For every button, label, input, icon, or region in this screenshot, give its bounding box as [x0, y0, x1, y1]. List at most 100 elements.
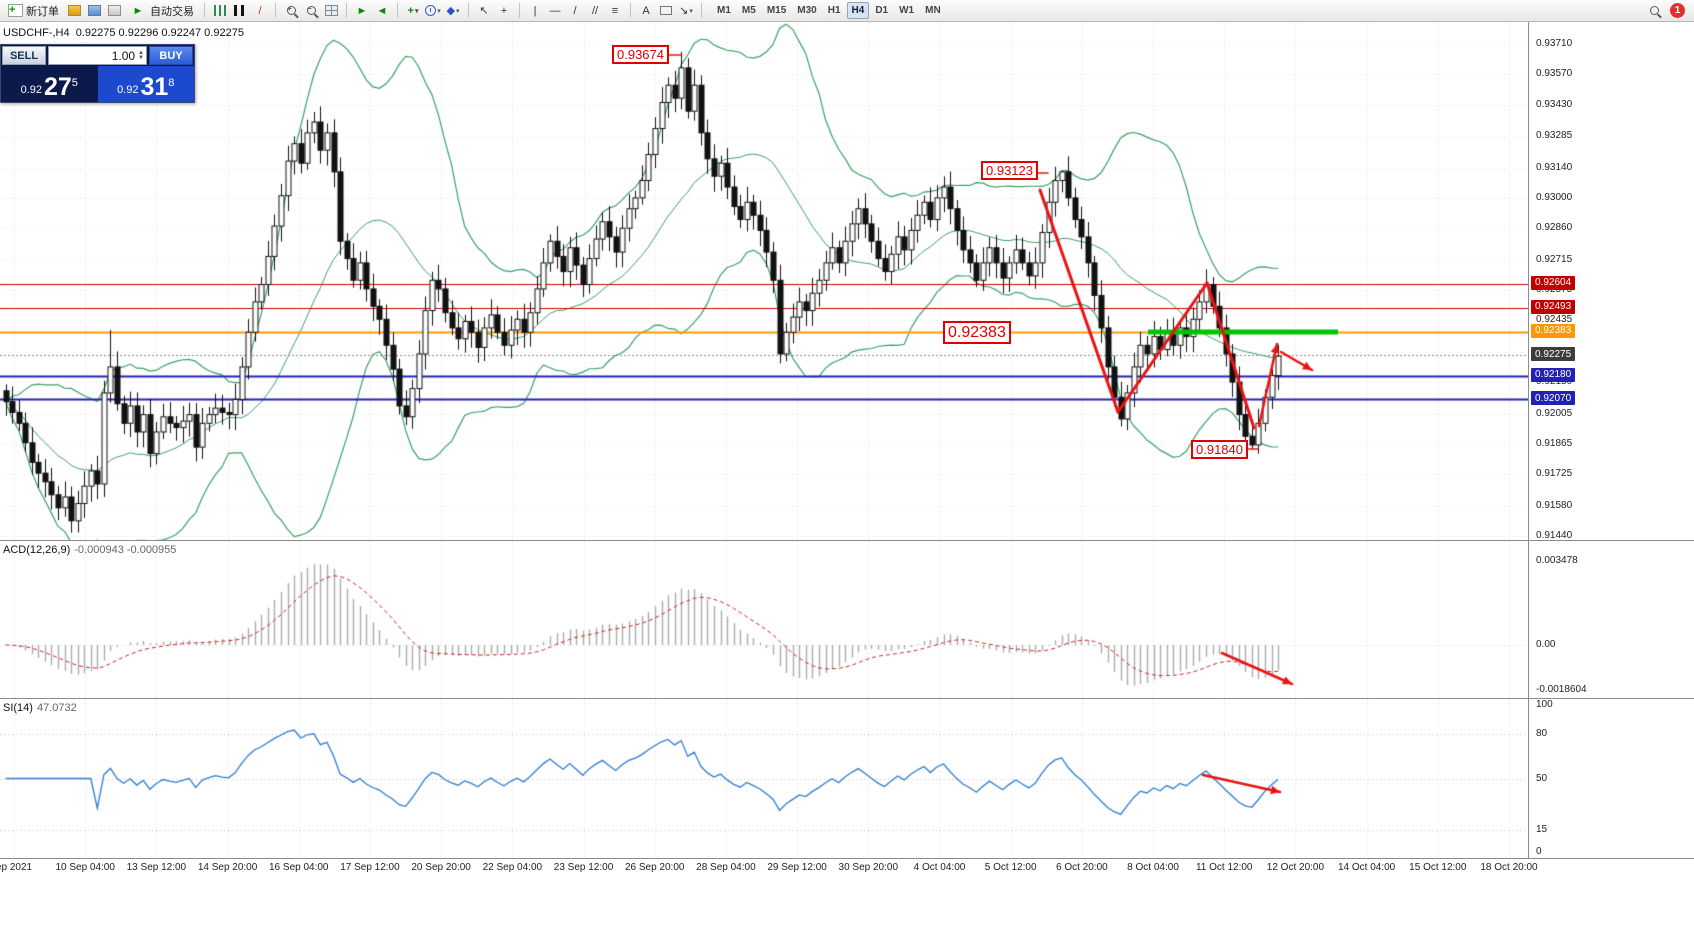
toolbar-separator [701, 3, 702, 18]
template-icon: ◆ [446, 5, 455, 17]
price-axis[interactable]: 0.93710 0.93570 0.93430 0.93285 0.93140 0.930… [1528, 22, 1694, 858]
templates-button[interactable]: ◆ ▾ [444, 2, 462, 19]
price-axis-tick: 0.92860 [1536, 222, 1573, 234]
auto-scroll-icon[interactable]: ► [356, 4, 368, 17]
annotation-peak-price[interactable]: 0.93674 [612, 45, 669, 64]
periods-button[interactable]: ▾ [424, 2, 442, 19]
panel-divider[interactable] [0, 540, 1694, 541]
time-axis-label: ep 2021 [0, 862, 33, 873]
time-axis-label: 13 Sep 12:00 [126, 862, 187, 873]
sell-price-prefix: 0.92 [20, 84, 42, 96]
horizontal-line-tool-icon[interactable]: — [549, 4, 561, 17]
annotation-swing-low-price[interactable]: 0.91840 [1191, 440, 1248, 459]
toolbar-right-group: 1 [1645, 2, 1690, 19]
one-click-trading-panel: SELL 1.00 ▲ ▼ BUY 0.92 27 5 0.92 31 8 [0, 44, 195, 103]
price-axis-tick: 0.92150 [1536, 376, 1573, 388]
timeframe-button-m30[interactable]: M30 [797, 5, 817, 16]
time-axis-label: 12 Oct 20:00 [1266, 862, 1325, 873]
timeframe-button-d1[interactable]: D1 [875, 5, 889, 16]
candlestick-chart-icon[interactable] [233, 5, 247, 16]
price-line-badge: 0.92070 [1531, 391, 1576, 406]
annotation-level-price[interactable]: 0.92383 [943, 321, 1011, 344]
time-axis-label: 23 Sep 12:00 [553, 862, 614, 873]
timeframe-button-w1[interactable]: W1 [899, 5, 915, 16]
volume-stepper[interactable]: ▲ ▼ [138, 49, 144, 61]
toolbar-separator [519, 3, 520, 18]
channel-tool-icon[interactable]: // [591, 4, 599, 17]
timeframe-button-m1[interactable]: M1 [717, 5, 731, 16]
timeframe-button-h1[interactable]: H1 [827, 5, 841, 16]
sell-price[interactable]: 0.92 27 5 [1, 66, 98, 102]
annotation-swing-high-price[interactable]: 0.93123 [981, 161, 1038, 180]
panel-divider[interactable] [0, 698, 1694, 699]
time-axis-label: 28 Sep 04:00 [696, 862, 756, 873]
new-order-button[interactable]: + 新订单 [4, 1, 63, 20]
buy-price-big: 31 [140, 73, 169, 101]
time-axis-label: 6 Oct 20:00 [1055, 862, 1108, 873]
new-order-icon: + [8, 4, 23, 17]
text-tool-icon[interactable]: A [642, 4, 650, 17]
main-price-chart-canvas[interactable] [0, 22, 1528, 540]
macd-indicator-canvas[interactable] [0, 541, 1528, 698]
price-axis-tick: 0.92435 [1536, 314, 1573, 326]
text-label-tool-icon[interactable] [660, 6, 672, 15]
time-axis-label: 5 Oct 12:00 [984, 862, 1037, 873]
rsi-name: SI(14) [3, 702, 33, 714]
notification-badge[interactable]: 1 [1670, 3, 1685, 18]
time-axis-label: 14 Sep 20:00 [197, 862, 258, 873]
timeframe-button-mn[interactable]: MN [925, 5, 941, 16]
price-axis-tick: 0.91725 [1536, 468, 1573, 480]
volume-input[interactable]: 1.00 ▲ ▼ [48, 46, 147, 65]
price-line-badge: 0.92604 [1531, 275, 1576, 290]
trendline-tool-icon[interactable]: / [573, 4, 577, 17]
sell-price-sup: 5 [71, 77, 78, 89]
zoom-in-plus: + [287, 4, 292, 13]
time-axis-label: 18 Oct 20:00 [1480, 862, 1538, 873]
macd-values: -0.000943 -0.000955 [74, 544, 177, 556]
auto-trading-button[interactable]: ► 自动交易 [125, 1, 198, 20]
timeframe-button-m15[interactable]: M15 [766, 5, 787, 16]
sell-button[interactable]: SELL [2, 46, 46, 65]
timeframe-button-m5[interactable]: M5 [741, 5, 756, 16]
toolbar-separator [204, 3, 205, 18]
main-toolbar: + 新订单 ► 自动交易 / + − ► ◄ + ▾ ▾ ◆ ▾ ↖ + | — /… [0, 0, 1694, 22]
line-chart-icon[interactable]: / [258, 4, 262, 17]
search-icon[interactable] [1645, 2, 1663, 19]
vertical-line-tool-icon[interactable]: | [533, 4, 537, 17]
timeframe-group: M1 M5 M15 M30 H1 H4 D1 W1 MN [712, 2, 946, 19]
zoom-in-icon[interactable]: + [282, 2, 300, 19]
tile-windows-icon[interactable] [324, 5, 338, 16]
buy-button[interactable]: BUY [149, 46, 193, 65]
indicators-button[interactable]: + ▾ [404, 2, 422, 19]
timeframe-button-h4[interactable]: H4 [846, 2, 870, 19]
navigator-icon[interactable] [107, 5, 121, 16]
fibonacci-tool-icon[interactable]: ≡ [611, 4, 619, 17]
price-axis-tick: 0.93430 [1536, 98, 1573, 110]
crosshair-tool-icon[interactable]: + [500, 4, 508, 17]
caret-down-icon: ▾ [455, 7, 460, 15]
price-axis-tick: 0.93000 [1536, 191, 1573, 203]
zoom-out-icon[interactable]: − [302, 2, 320, 19]
time-axis[interactable]: ep 2021 10 Sep 04:00 13 Sep 12:00 14 Sep 20… [0, 859, 1694, 879]
price-axis-tick: 0.93710 [1536, 38, 1573, 49]
bar-chart-icon[interactable] [213, 5, 227, 16]
time-axis-label: 11 Oct 12:00 [1195, 862, 1253, 873]
macd-indicator-label: ACD(12,26,9) -0.000943 -0.000955 [3, 544, 176, 556]
volume-up-icon[interactable]: ▲ [138, 49, 144, 56]
toolbar-separator [630, 3, 631, 18]
macd-axis-tick: -0.0018604 [1536, 683, 1587, 695]
caret-down-icon: ▾ [689, 7, 693, 15]
buy-price-prefix: 0.92 [117, 84, 139, 96]
cursor-tool-icon[interactable]: ↖ [479, 5, 489, 17]
caret-down-icon: ▾ [437, 7, 441, 15]
data-window-icon[interactable] [87, 5, 101, 16]
rsi-axis-tick: 0 [1536, 846, 1542, 857]
volume-down-icon[interactable]: ▼ [138, 54, 144, 61]
price-line-badge: 0.92383 [1531, 323, 1576, 338]
rsi-indicator-canvas[interactable] [0, 699, 1528, 858]
arrows-tool-button[interactable]: ↘ ▾ [677, 2, 695, 19]
chart-shift-icon[interactable]: ◄ [376, 4, 388, 17]
toolbar-separator [397, 3, 398, 18]
market-watch-icon[interactable] [67, 5, 81, 16]
buy-price[interactable]: 0.92 31 8 [97, 66, 194, 102]
